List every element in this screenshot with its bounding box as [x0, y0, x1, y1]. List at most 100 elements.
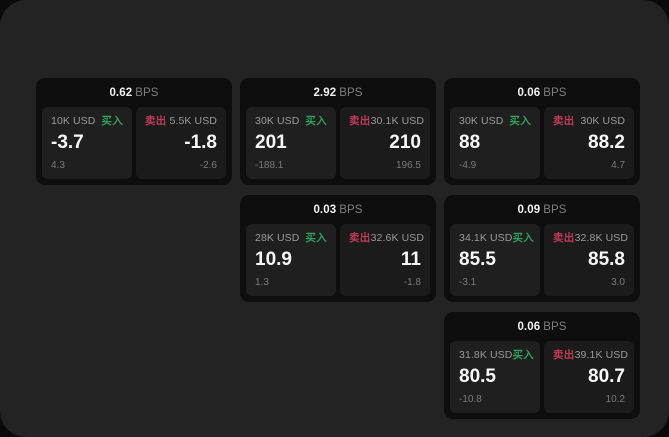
buy-tag: 买入: [512, 349, 535, 361]
sell-side-header: 卖出 32.8K USD: [553, 232, 629, 245]
buy-delta: 1.3: [255, 277, 269, 288]
buy-delta: -3.1: [459, 277, 477, 288]
sell-delta: -2.6: [199, 160, 217, 171]
spread-card-group[interactable]: 0.06 BPS 31.8K USD 买入 80.5 -10.8 卖出: [444, 312, 640, 419]
sell-tag: 卖出: [553, 115, 575, 127]
sell-tag: 卖出: [145, 115, 167, 127]
sell-tag: 卖出: [553, 349, 575, 361]
group-sides: 30K USD 买入 88 -4.9 卖出 30K USD 88.2 4.7: [450, 107, 634, 179]
bps-unit-label: BPS: [135, 87, 159, 99]
buy-tag: 买入: [512, 232, 535, 244]
buy-side-card[interactable]: 31.8K USD 买入 80.5 -10.8: [450, 341, 540, 413]
card-column-2: 2.92 BPS 30K USD 买入 201 -188.1 卖出: [240, 78, 436, 302]
sell-delta: 196.5: [395, 160, 421, 171]
buy-price: 10.9: [255, 249, 292, 270]
sell-quantity: 32.8K USD: [574, 232, 629, 244]
group-sides: 28K USD 买入 10.9 1.3 卖出 32.6K USD 11 -1.8: [246, 224, 430, 296]
sell-side-header: 卖出 39.1K USD: [553, 349, 629, 362]
buy-side-header: 10K USD 买入: [51, 115, 123, 128]
sell-price: 11: [400, 249, 421, 270]
bps-unit-label: BPS: [339, 204, 363, 216]
bps-unit-label: BPS: [543, 87, 567, 99]
sell-delta: 4.7: [611, 160, 625, 171]
sell-quantity: 32.6K USD: [370, 232, 425, 244]
buy-quantity: 34.1K USD: [459, 232, 513, 244]
sell-quantity: 30K USD: [580, 115, 625, 127]
card-column-3: 0.06 BPS 30K USD 买入 88 -4.9 卖出: [444, 78, 640, 419]
group-header: 0.03 BPS: [246, 201, 430, 224]
bps-unit-label: BPS: [543, 321, 567, 333]
buy-side-card[interactable]: 28K USD 买入 10.9 1.3: [246, 224, 336, 296]
spread-card-group[interactable]: 2.92 BPS 30K USD 买入 201 -188.1 卖出: [240, 78, 436, 185]
spread-cards-board: 0.62 BPS 10K USD 买入 -3.7 4.3 卖出: [36, 78, 640, 419]
sell-delta: -1.8: [403, 277, 421, 288]
bps-value: 0.62: [109, 87, 133, 99]
bps-value: 0.06: [517, 321, 541, 333]
buy-side-header: 30K USD 买入: [255, 115, 327, 128]
buy-quantity: 31.8K USD: [459, 349, 513, 361]
buy-price: -3.7: [51, 132, 84, 153]
sell-side-header: 卖出 30K USD: [553, 115, 625, 128]
card-column-1: 0.62 BPS 10K USD 买入 -3.7 4.3 卖出: [36, 78, 232, 185]
buy-price: 88: [459, 132, 481, 153]
bps-value: 0.03: [313, 204, 337, 216]
sell-price: 80.7: [588, 366, 625, 387]
buy-tag: 买入: [305, 232, 327, 244]
sell-tag: 卖出: [349, 232, 371, 244]
sell-side-header: 卖出 32.6K USD: [349, 232, 425, 245]
group-sides: 34.1K USD 买入 85.5 -3.1 卖出 32.8K USD 85.8…: [450, 224, 634, 296]
sell-side-card[interactable]: 卖出 5.5K USD -1.8 -2.6: [136, 107, 226, 179]
buy-quantity: 10K USD: [51, 115, 96, 127]
sell-side-card[interactable]: 卖出 39.1K USD 80.7 10.2: [544, 341, 634, 413]
bps-unit-label: BPS: [339, 87, 363, 99]
group-sides: 30K USD 买入 201 -188.1 卖出 30.1K USD 210 1…: [246, 107, 430, 179]
bps-value: 2.92: [313, 87, 337, 99]
buy-quantity: 30K USD: [459, 115, 504, 127]
spread-card-group[interactable]: 0.09 BPS 34.1K USD 买入 85.5 -3.1 卖出: [444, 195, 640, 302]
buy-delta: -10.8: [459, 394, 482, 405]
sell-price: -1.8: [184, 132, 217, 153]
sell-price: 210: [389, 132, 421, 153]
sell-quantity: 30.1K USD: [370, 115, 425, 127]
buy-side-card[interactable]: 30K USD 买入 88 -4.9: [450, 107, 540, 179]
spread-card-group[interactable]: 0.03 BPS 28K USD 买入 10.9 1.3 卖出: [240, 195, 436, 302]
sell-side-card[interactable]: 卖出 32.6K USD 11 -1.8: [340, 224, 430, 296]
bps-unit-label: BPS: [543, 204, 567, 216]
sell-side-card[interactable]: 卖出 30.1K USD 210 196.5: [340, 107, 430, 179]
sell-delta: 3.0: [611, 277, 625, 288]
buy-side-header: 30K USD 买入: [459, 115, 531, 128]
group-header: 0.06 BPS: [450, 318, 634, 341]
buy-side-header: 28K USD 买入: [255, 232, 327, 245]
buy-delta: -4.9: [459, 160, 477, 171]
spread-card-group[interactable]: 0.06 BPS 30K USD 买入 88 -4.9 卖出: [444, 78, 640, 185]
buy-side-header: 31.8K USD 买入: [459, 349, 535, 362]
sell-price: 85.8: [588, 249, 625, 270]
buy-side-card[interactable]: 10K USD 买入 -3.7 4.3: [42, 107, 132, 179]
bps-value: 0.06: [517, 87, 541, 99]
buy-side-header: 34.1K USD 买入: [459, 232, 535, 245]
sell-delta: 10.2: [605, 394, 625, 405]
buy-delta: -188.1: [255, 160, 284, 171]
sell-side-card[interactable]: 卖出 32.8K USD 85.8 3.0: [544, 224, 634, 296]
spread-card-group[interactable]: 0.62 BPS 10K USD 买入 -3.7 4.3 卖出: [36, 78, 232, 185]
buy-side-card[interactable]: 34.1K USD 买入 85.5 -3.1: [450, 224, 540, 296]
group-sides: 10K USD 买入 -3.7 4.3 卖出 5.5K USD -1.8 -2.…: [42, 107, 226, 179]
buy-quantity: 30K USD: [255, 115, 300, 127]
buy-price: 201: [255, 132, 287, 153]
sell-side-header: 卖出 5.5K USD: [145, 115, 217, 128]
sell-tag: 卖出: [349, 115, 371, 127]
group-header: 2.92 BPS: [246, 84, 430, 107]
sell-quantity: 39.1K USD: [574, 349, 629, 361]
buy-tag: 买入: [101, 115, 123, 127]
buy-side-card[interactable]: 30K USD 买入 201 -188.1: [246, 107, 336, 179]
group-header: 0.09 BPS: [450, 201, 634, 224]
group-header: 0.06 BPS: [450, 84, 634, 107]
buy-delta: 4.3: [51, 160, 65, 171]
buy-tag: 买入: [305, 115, 327, 127]
sell-quantity: 5.5K USD: [169, 115, 217, 127]
group-header: 0.62 BPS: [42, 84, 226, 107]
sell-side-header: 卖出 30.1K USD: [349, 115, 425, 128]
sell-side-card[interactable]: 卖出 30K USD 88.2 4.7: [544, 107, 634, 179]
group-sides: 31.8K USD 买入 80.5 -10.8 卖出 39.1K USD 80.…: [450, 341, 634, 413]
